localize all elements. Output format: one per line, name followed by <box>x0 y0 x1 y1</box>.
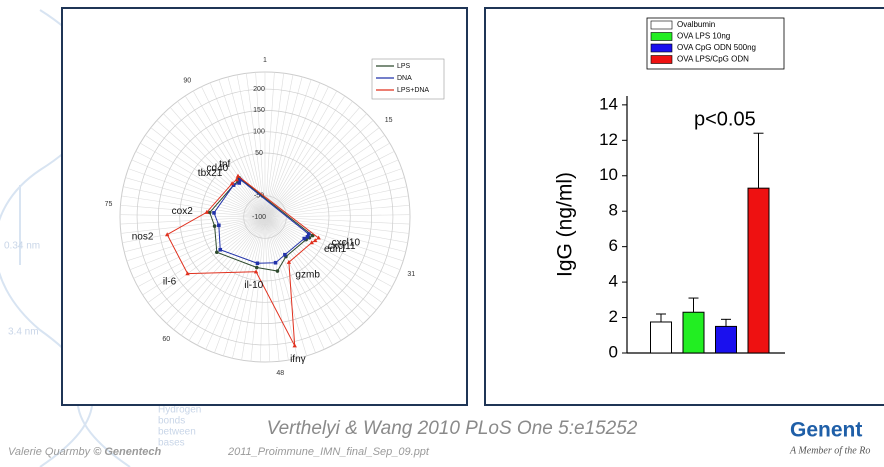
bar <box>716 326 737 353</box>
spoke-label: 31 <box>407 271 415 278</box>
background-label: bases <box>158 438 185 449</box>
company: © Genentech <box>93 446 161 458</box>
spoke-label: 75 <box>105 201 113 208</box>
point <box>274 261 278 265</box>
bar <box>651 322 672 353</box>
spoke-label: 60 <box>162 336 170 343</box>
spoke-label: 90 <box>183 77 191 84</box>
legend-label: LPS+DNA <box>397 87 429 94</box>
point <box>213 224 217 228</box>
background-label: Hydrogen <box>158 405 201 416</box>
legend-swatch <box>651 33 672 41</box>
background-label: bonds <box>158 416 185 427</box>
gene-label: ifnγ <box>290 354 306 365</box>
r-tick-label: -100 <box>252 214 266 221</box>
footer-file: 2011_Proimmune_IMN_final_Sep_09.ppt <box>227 446 430 458</box>
gene-label: gzmb <box>295 269 320 280</box>
y-tick-label: 0 <box>609 342 618 361</box>
background-label: 3.4 nm <box>8 327 39 338</box>
y-axis-label: IgG (ng/ml) <box>554 172 577 277</box>
point <box>217 224 221 228</box>
y-tick-label: 2 <box>609 307 618 326</box>
r-tick-label: 150 <box>253 107 265 114</box>
point <box>215 250 219 254</box>
point <box>256 261 260 265</box>
legend-swatch <box>651 44 672 52</box>
y-tick-label: 10 <box>599 165 618 184</box>
spoke-label: 15 <box>385 117 393 124</box>
bar <box>683 312 704 353</box>
point <box>283 253 287 257</box>
legend-label: OVA LPS 10ng <box>677 32 730 41</box>
legend-swatch <box>651 56 672 64</box>
y-tick-label: 8 <box>609 201 618 220</box>
footer-author: Valerie Quarmby © Genentech <box>8 446 161 458</box>
point <box>212 211 216 215</box>
y-tick-label: 6 <box>609 236 618 255</box>
background-label: between <box>158 427 196 438</box>
gene-label: cox2 <box>172 206 194 217</box>
point <box>255 266 259 270</box>
spoke-label: 48 <box>276 370 284 377</box>
r-tick-label: 100 <box>253 129 265 136</box>
legend-label: DNA <box>397 75 412 82</box>
bar <box>748 188 769 353</box>
gene-label: tnf <box>219 159 230 170</box>
citation: Verthelyi & Wang 2010 PLoS One 5:e15252 <box>267 418 638 439</box>
gene-label: il-6 <box>163 277 177 288</box>
y-tick-label: 12 <box>599 130 618 149</box>
point <box>237 181 241 185</box>
spoke-label: 1 <box>263 57 267 64</box>
gene-label: edn1 <box>324 244 347 255</box>
point <box>306 235 310 239</box>
legend-label: Ovalbumin <box>677 20 715 29</box>
author: Valerie Quarmby <box>8 446 92 458</box>
point <box>302 237 306 241</box>
gene-label: il-10 <box>244 280 263 291</box>
gene-label: nos2 <box>132 232 154 243</box>
background-label: 0.34 nm <box>4 241 40 252</box>
y-tick-label: 14 <box>599 94 618 113</box>
legend-swatch <box>651 21 672 29</box>
y-tick-label: 4 <box>609 272 618 291</box>
legend-label: OVA CpG ODN 500ng <box>677 43 756 52</box>
logo: Genent <box>790 419 862 442</box>
r-tick-label: 200 <box>253 86 265 93</box>
annotation: p<0.05 <box>694 108 756 130</box>
legend-label: LPS <box>397 63 411 70</box>
point <box>218 248 222 252</box>
point <box>276 269 280 273</box>
legend-label: OVA LPS/CpG ODN <box>677 55 749 64</box>
logo-tagline: A Member of the Ro <box>789 445 870 456</box>
slide: A T 0.34 nm 3.4 nm A Hydrogen bonds betw… <box>0 0 884 467</box>
r-tick-label: 50 <box>255 150 263 157</box>
